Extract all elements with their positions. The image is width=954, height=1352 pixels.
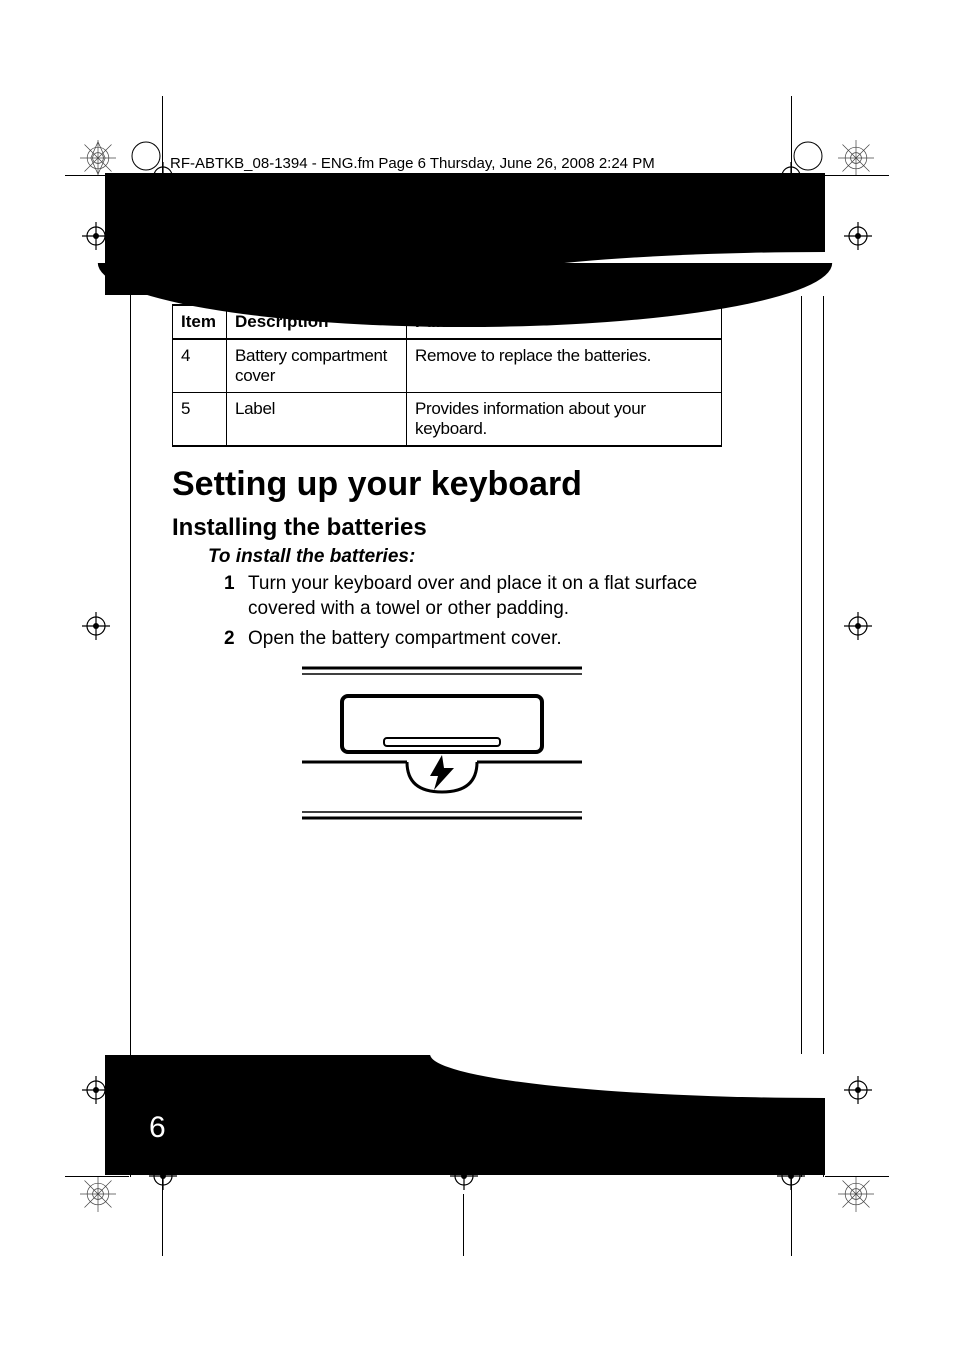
th-function: Function — [407, 305, 722, 339]
crop-line — [825, 175, 889, 176]
crop-line — [463, 1194, 464, 1256]
band-curve — [430, 1054, 826, 1098]
page-number: 6 — [149, 1111, 166, 1145]
table-row: 4 Battery compartment cover Remove to re… — [173, 339, 722, 393]
trim-line — [130, 175, 131, 1177]
printer-burst-mark — [80, 140, 116, 176]
printer-burst-mark — [838, 140, 874, 176]
th-description: Description — [227, 305, 407, 339]
cell-desc: Label — [227, 393, 407, 447]
cell-func: Provides information about your keyboard… — [407, 393, 722, 447]
band-curve — [430, 252, 826, 296]
main-content: Item Description Function 4 Battery comp… — [172, 304, 722, 830]
cell-item: 5 — [173, 393, 227, 447]
cell-desc: Battery compartment cover — [227, 339, 407, 393]
cell-func: Remove to replace the batteries. — [407, 339, 722, 393]
registration-mark-icon — [844, 1076, 872, 1104]
cell-item: 4 — [173, 339, 227, 393]
trim-line — [801, 175, 802, 1177]
heading-3: To install the batteries: — [208, 546, 722, 568]
registration-mark-icon — [82, 612, 110, 640]
battery-compartment-figure — [292, 660, 592, 830]
list-item: 1 Turn your keyboard over and place it o… — [224, 572, 722, 621]
item-table: Item Description Function 4 Battery comp… — [172, 304, 722, 447]
ring-mark-icon — [792, 140, 824, 172]
printer-burst-mark — [838, 1176, 874, 1212]
th-item: Item — [173, 305, 227, 339]
list-item: 2 Open the battery compartment cover. — [224, 627, 722, 652]
printer-burst-mark — [80, 1176, 116, 1212]
heading-2: Installing the batteries — [172, 514, 722, 542]
step-number: 1 — [224, 572, 248, 621]
trim-line — [823, 175, 824, 1177]
step-text: Turn your keyboard over and place it on … — [248, 572, 722, 621]
page: RF-ABTKB_08-1394 - ENG.fm Page 6 Thursda… — [0, 0, 954, 1352]
step-list: 1 Turn your keyboard over and place it o… — [224, 572, 722, 652]
registration-mark-icon — [844, 612, 872, 640]
registration-mark-icon — [844, 222, 872, 250]
step-text: Open the battery compartment cover. — [248, 627, 722, 652]
bottom-decorative-band: 6 — [105, 1055, 825, 1175]
crop-line — [65, 1176, 129, 1177]
table-header-row: Item Description Function — [173, 305, 722, 339]
crop-line — [825, 1176, 889, 1177]
step-number: 2 — [224, 627, 248, 652]
table-row: 5 Label Provides information about your … — [173, 393, 722, 447]
top-decorative-band — [105, 173, 825, 295]
ring-mark-icon — [130, 140, 162, 172]
heading-1: Setting up your keyboard — [172, 465, 722, 504]
